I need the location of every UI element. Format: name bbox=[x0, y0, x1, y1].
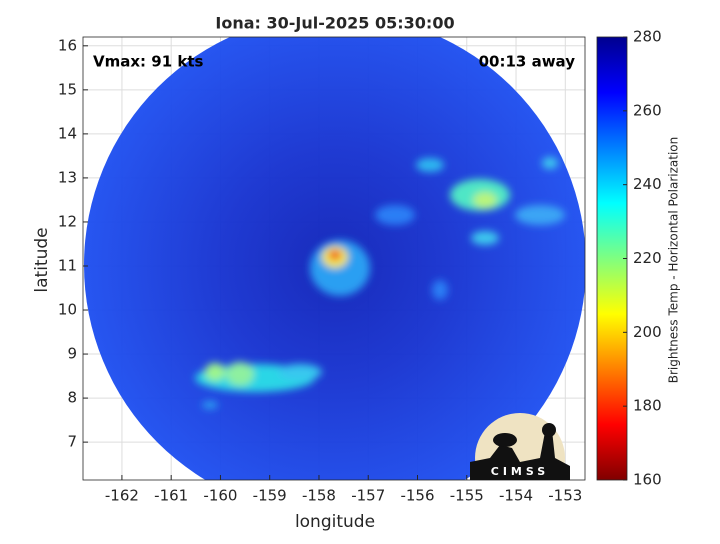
colorbar-tick-label: 280 bbox=[633, 28, 662, 46]
x-tick-label: -158 bbox=[302, 487, 336, 505]
colorbar-label: Brightness Temp - Horizontal Polarizatio… bbox=[667, 137, 681, 384]
y-tick-label: 16 bbox=[58, 36, 77, 54]
y-tick-label: 10 bbox=[58, 301, 77, 319]
colorbar-tick-label: 220 bbox=[633, 249, 662, 267]
y-axis-label: latitude bbox=[32, 227, 52, 292]
axes: -162 -161 -160 -159 -158 -157 -156 -155 -154 -153… bbox=[58, 36, 582, 504]
colorbar-tick-label: 260 bbox=[633, 101, 662, 119]
colorbar-tick-label: 240 bbox=[633, 175, 662, 193]
annotation: 00:13 away bbox=[479, 53, 576, 71]
y-tick-label: 12 bbox=[58, 212, 77, 230]
x-tick-label: -155 bbox=[450, 487, 484, 505]
x-tick-label: -161 bbox=[154, 487, 188, 505]
rainbands bbox=[195, 157, 565, 409]
x-axis-label: longitude bbox=[295, 512, 375, 532]
x-tick-label: -156 bbox=[400, 487, 434, 505]
chart-title: Iona: 30-Jul-2025 05:30:00 bbox=[215, 14, 454, 33]
x-tick-label: -159 bbox=[253, 487, 287, 505]
y-tick-label: 11 bbox=[58, 256, 77, 274]
y-tick-label: 7 bbox=[67, 433, 77, 451]
colorbar bbox=[596, 36, 628, 481]
colorbar-tick-label: 200 bbox=[633, 323, 662, 341]
y-tick-label: 15 bbox=[58, 80, 77, 98]
y-tick-label: 9 bbox=[67, 345, 77, 363]
x-tick-label: -160 bbox=[203, 487, 237, 505]
y-tick-label: 13 bbox=[58, 168, 77, 186]
x-tick-label: -162 bbox=[105, 487, 139, 505]
x-tick-label: -153 bbox=[548, 487, 582, 505]
logo-text: CIMSS bbox=[491, 465, 549, 478]
x-tick-label: -157 bbox=[351, 487, 385, 505]
satellite-image bbox=[84, 37, 585, 480]
colorbar-tick-label: 160 bbox=[633, 471, 662, 489]
x-tick-label: -154 bbox=[499, 487, 533, 505]
annotation: Vmax: 91 kts bbox=[93, 53, 203, 71]
axes-box bbox=[82, 36, 586, 481]
logo: CIMSS bbox=[470, 413, 570, 480]
colorbar-tick-label: 180 bbox=[633, 397, 662, 415]
y-tick-label: 8 bbox=[67, 389, 77, 407]
y-tick-label: 14 bbox=[58, 124, 77, 142]
